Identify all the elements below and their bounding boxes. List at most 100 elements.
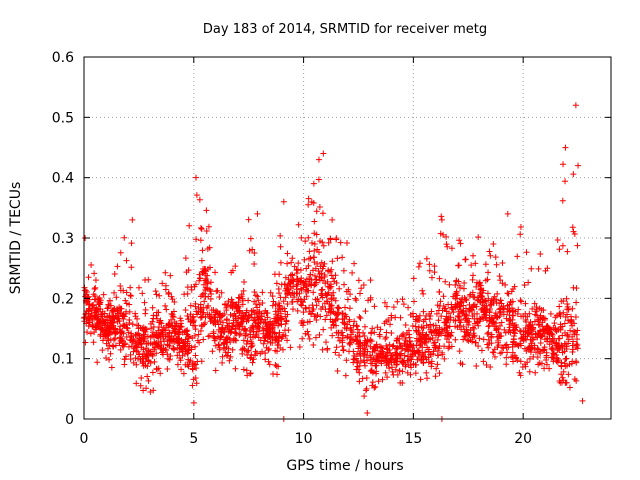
data-point (360, 357, 367, 364)
data-point (111, 271, 118, 278)
data-point (468, 262, 475, 269)
data-point (493, 326, 500, 333)
data-point (144, 333, 151, 340)
y-tick-label: 0.1 (52, 352, 74, 368)
data-point (277, 306, 284, 313)
data-point (153, 291, 160, 298)
data-point (188, 318, 195, 325)
data-point (361, 323, 368, 330)
data-point (156, 343, 163, 350)
data-point (205, 293, 212, 300)
data-point (235, 294, 242, 301)
data-point (122, 297, 129, 304)
data-point (302, 330, 309, 337)
data-point (269, 302, 276, 309)
data-point (455, 278, 462, 285)
data-point (238, 293, 245, 300)
data-point (197, 225, 204, 232)
data-point (141, 335, 148, 342)
data-point (434, 361, 441, 368)
data-point (318, 306, 325, 313)
data-point (466, 292, 473, 299)
data-point (301, 280, 308, 287)
y-tick-label: 0 (65, 412, 74, 428)
data-point (548, 345, 555, 352)
data-point (130, 359, 137, 366)
data-point (308, 199, 315, 206)
data-point (438, 213, 445, 220)
data-point (342, 372, 349, 379)
data-point (117, 323, 124, 330)
data-point (298, 302, 305, 309)
data-point (375, 378, 382, 385)
data-point (192, 300, 199, 307)
data-point (425, 346, 432, 353)
data-point (356, 313, 363, 320)
data-point (206, 264, 213, 271)
data-point (579, 397, 586, 404)
data-point (420, 318, 427, 325)
data-point (119, 328, 126, 335)
data-point (107, 297, 114, 304)
data-point (305, 331, 312, 338)
data-point (176, 339, 183, 346)
data-point (229, 346, 236, 353)
data-point (117, 249, 124, 256)
data-point (420, 308, 427, 315)
data-point (354, 326, 361, 333)
data-point (498, 319, 505, 326)
data-point (328, 283, 335, 290)
data-point (318, 259, 325, 266)
data-point (443, 233, 450, 240)
data-point (428, 360, 435, 367)
data-point (300, 279, 307, 286)
data-point (527, 319, 534, 326)
data-point (306, 248, 313, 255)
data-point (165, 333, 172, 340)
data-point (436, 370, 443, 377)
data-point (132, 313, 139, 320)
data-point (99, 337, 106, 344)
data-point (320, 326, 327, 333)
data-point (171, 298, 178, 305)
data-point (344, 333, 351, 340)
data-point (521, 281, 528, 288)
data-point (289, 306, 296, 313)
data-point (463, 312, 470, 319)
data-point (90, 291, 97, 298)
data-point (532, 331, 539, 338)
data-point (503, 341, 510, 348)
data-point (201, 265, 208, 272)
data-point (382, 335, 389, 342)
data-point (319, 286, 326, 293)
data-point (240, 366, 247, 373)
data-point (105, 331, 112, 338)
data-point (476, 280, 483, 287)
data-point (320, 150, 327, 157)
data-point (295, 221, 302, 228)
data-point (316, 238, 323, 245)
data-point (197, 275, 204, 282)
data-point (448, 245, 455, 252)
data-point (199, 247, 206, 254)
data-point (97, 299, 104, 306)
data-point (454, 300, 461, 307)
data-point (207, 288, 214, 295)
data-point (227, 303, 234, 310)
data-point (128, 343, 135, 350)
data-point (478, 347, 485, 354)
data-point (251, 289, 258, 296)
data-point (274, 314, 281, 321)
data-point (176, 331, 183, 338)
data-point (502, 329, 509, 336)
data-point (571, 376, 578, 383)
x-tick-label: 15 (404, 431, 422, 447)
data-point (136, 351, 143, 358)
data-point (227, 353, 234, 360)
data-point (536, 348, 543, 355)
data-point (242, 332, 249, 339)
data-point (471, 325, 478, 332)
data-point (343, 325, 350, 332)
data-point (282, 294, 289, 301)
data-point (374, 324, 381, 331)
